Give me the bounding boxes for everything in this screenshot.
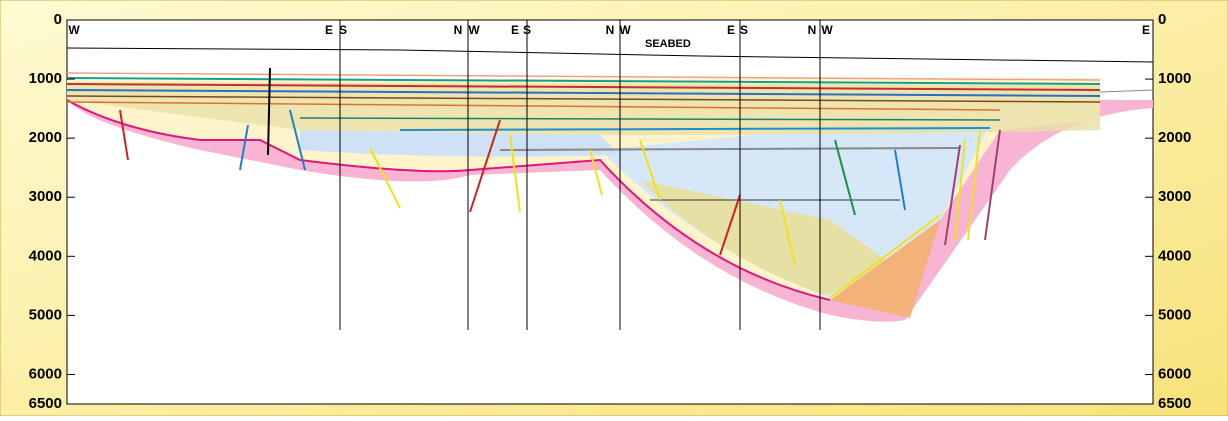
direction-label: S [339, 23, 347, 37]
depth-label: 4000 [29, 247, 62, 264]
depth-label: 6500 [29, 395, 62, 412]
seabed-label: SEABED [645, 38, 691, 50]
direction-label: W [468, 23, 480, 37]
direction-label: E [727, 23, 735, 37]
depth-label: 3000 [1158, 188, 1191, 205]
depth-label: 5000 [29, 306, 62, 323]
direction-label: W [821, 23, 833, 37]
direction-label: E [511, 23, 519, 37]
direction-label: W [619, 23, 631, 37]
depth-label: 5000 [1158, 306, 1191, 323]
depth-label: 0 [1158, 11, 1166, 28]
depth-label: 0 [54, 11, 62, 28]
direction-label: W [68, 23, 80, 37]
depth-label: 2000 [29, 129, 62, 146]
direction-label: E [1142, 23, 1150, 37]
depth-label: 3000 [29, 188, 62, 205]
direction-label: N [454, 23, 463, 37]
direction-label: N [606, 23, 615, 37]
depth-label: 4000 [1158, 247, 1191, 264]
depth-label: 6000 [1158, 365, 1191, 382]
depth-label: 1000 [29, 70, 62, 87]
depth-label: 2000 [1158, 129, 1191, 146]
direction-label: S [740, 23, 748, 37]
depth-label: 6500 [1158, 395, 1191, 412]
depth-label: 1000 [1158, 70, 1191, 87]
depth-label: 6000 [29, 365, 62, 382]
direction-label: N [808, 23, 817, 37]
cross-section: SEABED 0 1000 2000 3000 4000 5000 6000 6500 0 100… [0, 0, 1228, 416]
plot-area [67, 20, 1153, 404]
direction-label: E [325, 23, 333, 37]
direction-label: S [523, 23, 531, 37]
